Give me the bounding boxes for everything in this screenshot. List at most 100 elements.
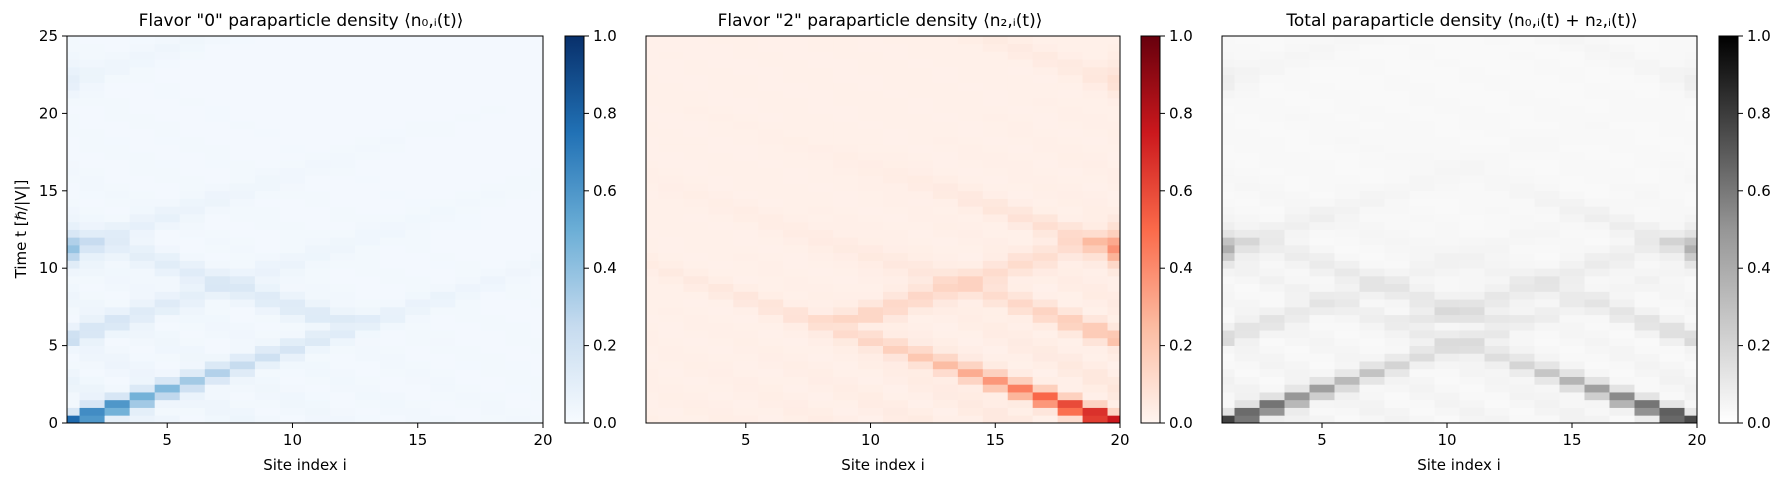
heatmap-cell [430, 183, 456, 192]
heatmap-cell [1434, 144, 1460, 153]
heatmap-cell [833, 252, 859, 261]
panel-2-axes: 5 10 15 20 [741, 423, 1130, 449]
heatmap-cell [932, 198, 959, 207]
heatmap-cell [1284, 198, 1310, 207]
heatmap-cell [229, 90, 256, 99]
heatmap-cell [907, 183, 934, 192]
heatmap-cell [1107, 66, 1121, 76]
heatmap-cell [733, 90, 759, 99]
heatmap-cell [1334, 121, 1360, 130]
heatmap-cell [129, 330, 156, 339]
panel-3-xlabel: Site index i [1417, 456, 1501, 474]
heatmap-cell [79, 121, 105, 130]
heatmap-cell [1359, 59, 1385, 68]
heatmap-cell [1634, 144, 1660, 153]
heatmap-cell [480, 415, 506, 424]
heatmap-cell [1259, 144, 1285, 153]
heatmap-cell [708, 214, 734, 223]
heatmap-cell [1609, 214, 1635, 223]
heatmap-cell [1634, 291, 1660, 300]
heatmap-cell [783, 291, 809, 300]
heatmap-cell [1234, 291, 1260, 300]
heatmap-cell [405, 198, 431, 207]
heatmap-cell [254, 43, 281, 52]
heatmap-cell [1234, 337, 1260, 346]
heatmap-cell [658, 36, 684, 45]
heatmap-cell [783, 361, 809, 370]
heatmap-cell [957, 190, 984, 199]
heatmap-cell [708, 66, 734, 76]
heatmap-cell [330, 237, 356, 246]
heatmap-cell [1284, 237, 1310, 246]
heatmap-cell [1259, 291, 1285, 300]
y-tick-label: 0 [48, 414, 58, 432]
heatmap-cell [683, 399, 709, 408]
heatmap-cell [179, 337, 206, 346]
heatmap-cell [1409, 306, 1435, 316]
heatmap-cell [708, 97, 734, 107]
heatmap-cell [708, 252, 734, 261]
heatmap-cell [1334, 152, 1360, 161]
heatmap-cell [505, 97, 531, 107]
heatmap-cell [1434, 399, 1460, 408]
heatmap-cell [480, 152, 506, 161]
heatmap-cell [1459, 337, 1485, 346]
heatmap-cell [530, 90, 544, 99]
heatmap-cell [883, 175, 909, 184]
heatmap-cell [833, 43, 859, 52]
heatmap-cell [455, 237, 481, 246]
heatmap-cell [305, 353, 331, 362]
heatmap-cell [1384, 283, 1410, 292]
heatmap-cell [204, 415, 231, 424]
heatmap-cell [204, 82, 231, 91]
heatmap-cell [1684, 368, 1698, 377]
heatmap-cell [1384, 128, 1410, 138]
heatmap-cell [858, 97, 884, 107]
heatmap-cell [683, 36, 709, 45]
heatmap-cell [1434, 337, 1460, 346]
heatmap-cell [1057, 306, 1083, 316]
heatmap-cell [1584, 136, 1610, 145]
heatmap-cell [505, 66, 531, 76]
heatmap-cell [254, 159, 281, 168]
heatmap-cell [808, 322, 834, 331]
heatmap-cell [129, 345, 156, 354]
heatmap-cell [1434, 376, 1460, 385]
heatmap-cell [1309, 306, 1335, 316]
heatmap-cell [355, 330, 381, 339]
heatmap-cell [708, 167, 734, 176]
heatmap-cell [1484, 144, 1510, 153]
heatmap-cell [1284, 206, 1310, 215]
heatmap-cell [1259, 152, 1285, 161]
heatmap-cell [129, 407, 156, 416]
heatmap-cell [957, 407, 984, 416]
x-tick-label: 15 [986, 431, 1005, 449]
heatmap-cell [783, 221, 809, 230]
heatmap-cell [1359, 167, 1385, 176]
heatmap-cell [67, 252, 80, 261]
heatmap-cell [1609, 237, 1635, 246]
heatmap-cell [932, 361, 959, 370]
heatmap-cell [1609, 283, 1635, 292]
heatmap-cell [380, 392, 406, 401]
heatmap-cell [254, 314, 281, 323]
heatmap-cell [305, 361, 331, 370]
heatmap-cell [1584, 59, 1610, 68]
heatmap-cell [129, 97, 156, 107]
heatmap-cell [67, 121, 80, 130]
heatmap-cell [279, 43, 306, 52]
heatmap-cell [1509, 361, 1535, 370]
heatmap-cell [1082, 59, 1108, 68]
heatmap-cell [1234, 121, 1260, 130]
heatmap-cell [1234, 36, 1260, 45]
heatmap-cell [1234, 392, 1260, 401]
heatmap-cell [1234, 221, 1260, 230]
heatmap-cell [79, 82, 105, 91]
heatmap-cell [279, 268, 306, 277]
heatmap-cell [279, 314, 306, 323]
heatmap-cell [380, 415, 406, 424]
heatmap-cell [758, 415, 784, 424]
heatmap-cell [1309, 144, 1335, 153]
heatmap-cell [1359, 190, 1385, 199]
heatmap-cell [1409, 167, 1435, 176]
